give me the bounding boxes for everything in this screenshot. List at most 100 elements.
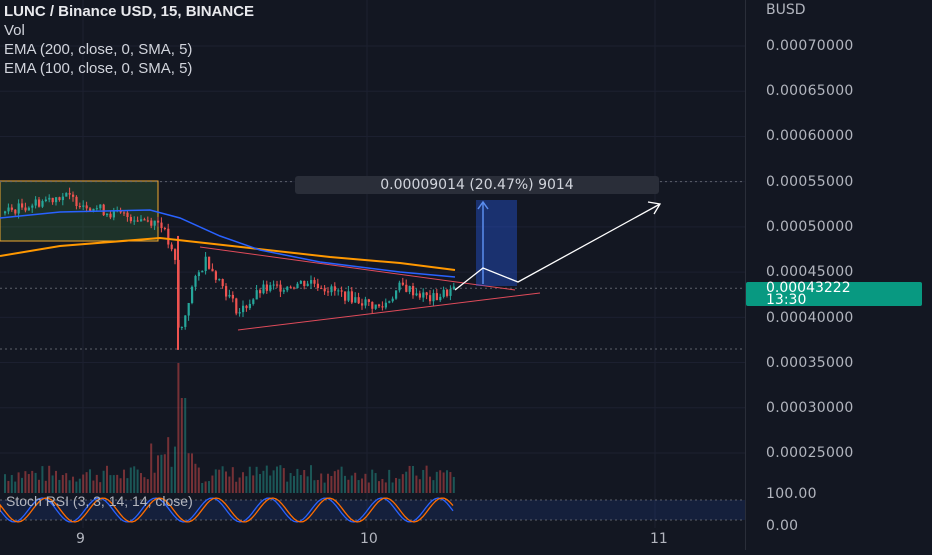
volume-bar bbox=[21, 477, 23, 493]
volume-bar bbox=[320, 473, 323, 493]
candle-body bbox=[106, 213, 109, 216]
candle-body bbox=[293, 287, 296, 289]
price-tick: 0.00055000 bbox=[766, 174, 854, 190]
candle-body bbox=[269, 285, 272, 291]
candle-body bbox=[344, 291, 347, 301]
ema-200-legend[interactable]: EMA (200, close, 0, SMA, 5) bbox=[4, 41, 193, 58]
volume-bar bbox=[7, 480, 10, 493]
current-price: 0.00043222 bbox=[766, 280, 851, 296]
volume-bar bbox=[384, 482, 387, 493]
volume-bar bbox=[27, 474, 30, 493]
volume-bar bbox=[221, 466, 224, 493]
candle-body bbox=[442, 289, 445, 297]
volume-bar bbox=[191, 453, 193, 493]
candle-body bbox=[313, 280, 316, 284]
volume-bar bbox=[286, 481, 289, 493]
volume-bar bbox=[364, 473, 367, 493]
candle-body bbox=[201, 270, 204, 273]
volume-bar bbox=[296, 468, 299, 493]
candle-body bbox=[61, 196, 64, 201]
candle-body bbox=[75, 196, 78, 207]
candle-body bbox=[439, 296, 442, 301]
candle-body bbox=[412, 286, 415, 296]
candle-body bbox=[262, 284, 265, 294]
volume-bar bbox=[177, 363, 180, 493]
candle-body bbox=[255, 290, 258, 300]
volume-bar bbox=[245, 476, 248, 493]
candle-body bbox=[167, 228, 170, 245]
candle-body bbox=[102, 204, 105, 216]
volume-bar bbox=[17, 472, 20, 493]
symbol-title[interactable]: LUNC / Binance USD, 15, BINANCE bbox=[4, 3, 255, 20]
candle-body bbox=[425, 292, 428, 296]
volume-bar bbox=[174, 446, 176, 493]
candle-body bbox=[174, 249, 177, 260]
ema-100-legend[interactable]: EMA (100, close, 0, SMA, 5) bbox=[4, 60, 193, 77]
volume-bar bbox=[143, 477, 146, 493]
candle-body bbox=[435, 293, 438, 301]
candle-body bbox=[95, 208, 98, 210]
candle-body bbox=[211, 268, 214, 272]
volume-bar bbox=[34, 472, 37, 493]
candle-body bbox=[184, 315, 187, 327]
volume-bar bbox=[116, 474, 119, 493]
volume-bar bbox=[140, 473, 142, 493]
volume-bar bbox=[55, 470, 57, 493]
candle-body bbox=[136, 220, 139, 222]
candle-body bbox=[282, 290, 285, 292]
volume-bar bbox=[367, 482, 370, 493]
current-price-tag: 0.00043222 13:30 bbox=[746, 280, 922, 308]
candle-body bbox=[48, 197, 51, 200]
time-tick: 10 bbox=[360, 531, 378, 547]
volume-bar bbox=[10, 475, 13, 493]
volume-bar bbox=[418, 479, 421, 493]
volume-bar bbox=[208, 481, 210, 493]
volume-bar bbox=[248, 466, 251, 493]
volume-bar bbox=[225, 471, 227, 493]
volume-bar bbox=[412, 465, 414, 493]
candle-body bbox=[401, 282, 404, 285]
candle-body bbox=[55, 197, 58, 203]
candle-body bbox=[337, 290, 340, 292]
volume-bar bbox=[381, 478, 384, 493]
candle-body bbox=[248, 303, 251, 309]
candle-body bbox=[126, 212, 129, 218]
chart-pane[interactable]: LUNC / Binance USD, 15, BINANCE Vol EMA … bbox=[0, 0, 745, 550]
volume-bar bbox=[14, 481, 17, 493]
measure-label: 0.00009014 (20.47%) 9014 bbox=[295, 176, 659, 194]
volume-bar bbox=[48, 465, 51, 493]
volume-bar bbox=[126, 478, 129, 493]
candle-body bbox=[194, 276, 197, 287]
candle-body bbox=[306, 283, 309, 287]
volume-bar bbox=[374, 473, 377, 493]
candle-body bbox=[143, 219, 146, 221]
volume-bar bbox=[24, 471, 27, 493]
candle-body bbox=[350, 291, 353, 303]
volume-bar bbox=[228, 476, 231, 493]
volume-bar bbox=[333, 471, 336, 493]
volume-bar bbox=[279, 465, 282, 493]
candle-body bbox=[374, 304, 377, 309]
candle-body bbox=[446, 289, 449, 296]
volume-bar bbox=[89, 469, 91, 493]
volume-legend[interactable]: Vol bbox=[4, 22, 25, 39]
volume-bar bbox=[106, 465, 108, 493]
candle-body bbox=[405, 284, 408, 292]
candle-body bbox=[296, 283, 299, 289]
candle-body bbox=[395, 290, 398, 299]
price-axis[interactable]: BUSD 0.00070000 0.00065000 0.00060000 0.… bbox=[745, 0, 932, 550]
candle-body bbox=[58, 197, 61, 201]
stoch-d-line bbox=[0, 497, 454, 523]
chart-canvas[interactable] bbox=[0, 0, 745, 550]
candle-body bbox=[31, 205, 34, 208]
stoch-rsi-legend[interactable]: Stoch RSI (3, 3, 14, 14, close) bbox=[6, 493, 193, 509]
volume-bar bbox=[452, 476, 455, 493]
candle-body bbox=[235, 298, 238, 314]
volume-bar bbox=[201, 482, 204, 493]
candle-body bbox=[14, 209, 17, 214]
volume-bar bbox=[272, 470, 275, 493]
volume-bar bbox=[136, 469, 139, 493]
price-tick: 0.00065000 bbox=[766, 83, 854, 99]
bar-countdown: 13:30 bbox=[766, 292, 807, 308]
volume-bar bbox=[361, 478, 363, 493]
